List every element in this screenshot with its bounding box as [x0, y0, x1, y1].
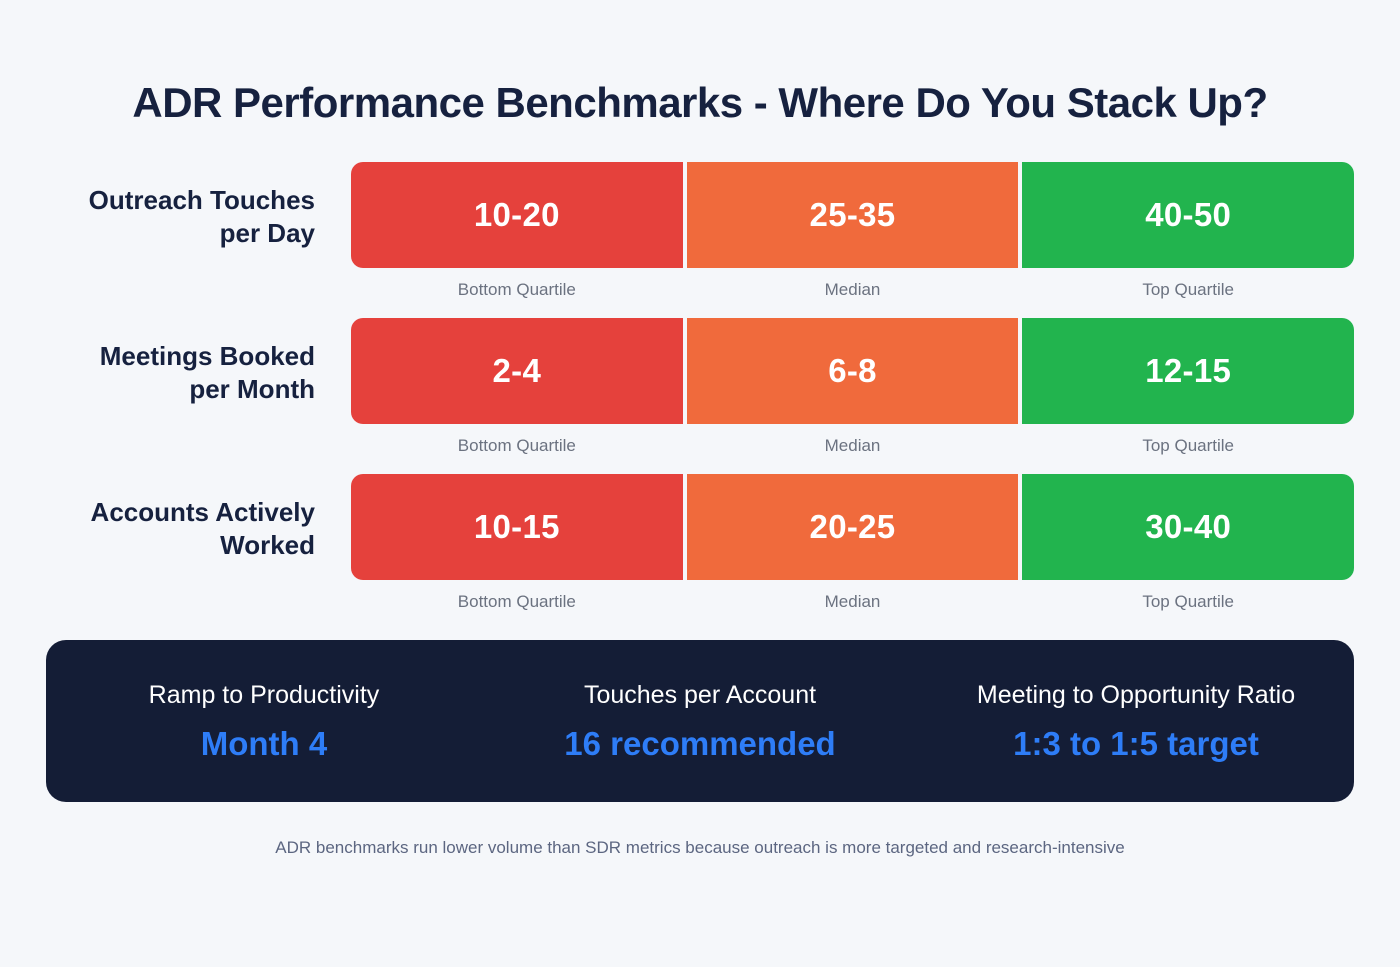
segment-median: 20-25 Median: [686, 474, 1019, 616]
row-label: Meetings Booked per Month: [46, 318, 351, 405]
footnote: ADR benchmarks run lower volume than SDR…: [275, 838, 1125, 858]
segment-top-quartile: 30-40 Top Quartile: [1022, 474, 1355, 616]
row-bar-group: 2-4 Bottom Quartile 6-8 Median 12-15 Top…: [351, 318, 1355, 460]
stat-label: Touches per Account: [583, 680, 817, 709]
row-label-line2: per Day: [219, 217, 315, 248]
segment-caption: Top Quartile: [1142, 280, 1235, 300]
segment-caption: Top Quartile: [1142, 436, 1235, 456]
benchmark-row: Accounts Actively Worked 10-15 Bottom Qu…: [46, 474, 1355, 616]
segment-value: 25-35: [686, 162, 1019, 269]
segment-value: 10-15: [351, 474, 683, 581]
segment-value: 10-20: [351, 162, 683, 269]
segment-caption: Bottom Quartile: [457, 436, 576, 456]
benchmark-row: Meetings Booked per Month 2-4 Bottom Qua…: [46, 318, 1355, 460]
row-label-line1: Meetings Booked: [99, 341, 315, 372]
segment-bottom-quartile: 10-15 Bottom Quartile: [351, 474, 683, 616]
segment-caption: Top Quartile: [1142, 592, 1235, 612]
row-label-line2: per Month: [189, 373, 315, 404]
segment-value: 20-25: [686, 474, 1019, 581]
segment-value: 2-4: [351, 318, 683, 425]
row-label-line1: Accounts Actively: [90, 497, 315, 528]
segment-caption: Median: [824, 436, 881, 456]
segment-value: 40-50: [1022, 162, 1355, 269]
segment-median: 25-35 Median: [686, 162, 1019, 304]
segment-caption: Bottom Quartile: [457, 280, 576, 300]
segment-value: 12-15: [1022, 318, 1355, 425]
segment-value: 6-8: [686, 318, 1019, 425]
stat-label: Meeting to Opportunity Ratio: [976, 680, 1296, 709]
row-bar-group: 10-15 Bottom Quartile 20-25 Median 30-40…: [351, 474, 1355, 616]
segment-top-quartile: 40-50 Top Quartile: [1022, 162, 1355, 304]
segment-caption: Bottom Quartile: [457, 592, 576, 612]
row-label: Outreach Touches per Day: [46, 162, 351, 249]
stat-value: 1:3 to 1:5 target: [1013, 724, 1259, 762]
stat-value: 16 recommended: [564, 724, 836, 762]
page-title: ADR Performance Benchmarks - Where Do Yo…: [132, 79, 1268, 127]
stat-meeting-to-opportunity-ratio: Meeting to Opportunity Ratio 1:3 to 1:5 …: [918, 680, 1354, 764]
stat-label: Ramp to Productivity: [148, 680, 380, 709]
row-label-line1: Outreach Touches: [88, 185, 315, 216]
segment-value: 30-40: [1022, 474, 1355, 581]
benchmark-row: Outreach Touches per Day 10-20 Bottom Qu…: [46, 162, 1355, 304]
segment-median: 6-8 Median: [686, 318, 1019, 460]
segment-bottom-quartile: 10-20 Bottom Quartile: [351, 162, 683, 304]
benchmark-rows: Outreach Touches per Day 10-20 Bottom Qu…: [0, 162, 1400, 616]
segment-caption: Median: [824, 280, 881, 300]
infographic-page: ADR Performance Benchmarks - Where Do Yo…: [0, 28, 1400, 967]
stat-ramp-to-productivity: Ramp to Productivity Month 4: [46, 680, 482, 764]
stat-touches-per-account: Touches per Account 16 recommended: [482, 680, 918, 764]
segment-caption: Median: [824, 592, 881, 612]
summary-panel: Ramp to Productivity Month 4 Touches per…: [46, 640, 1354, 803]
segment-bottom-quartile: 2-4 Bottom Quartile: [351, 318, 683, 460]
row-label-line2: Worked: [220, 529, 315, 560]
row-bar-group: 10-20 Bottom Quartile 25-35 Median 40-50…: [351, 162, 1355, 304]
segment-top-quartile: 12-15 Top Quartile: [1022, 318, 1355, 460]
stat-value: Month 4: [200, 724, 328, 762]
row-label: Accounts Actively Worked: [46, 474, 351, 561]
